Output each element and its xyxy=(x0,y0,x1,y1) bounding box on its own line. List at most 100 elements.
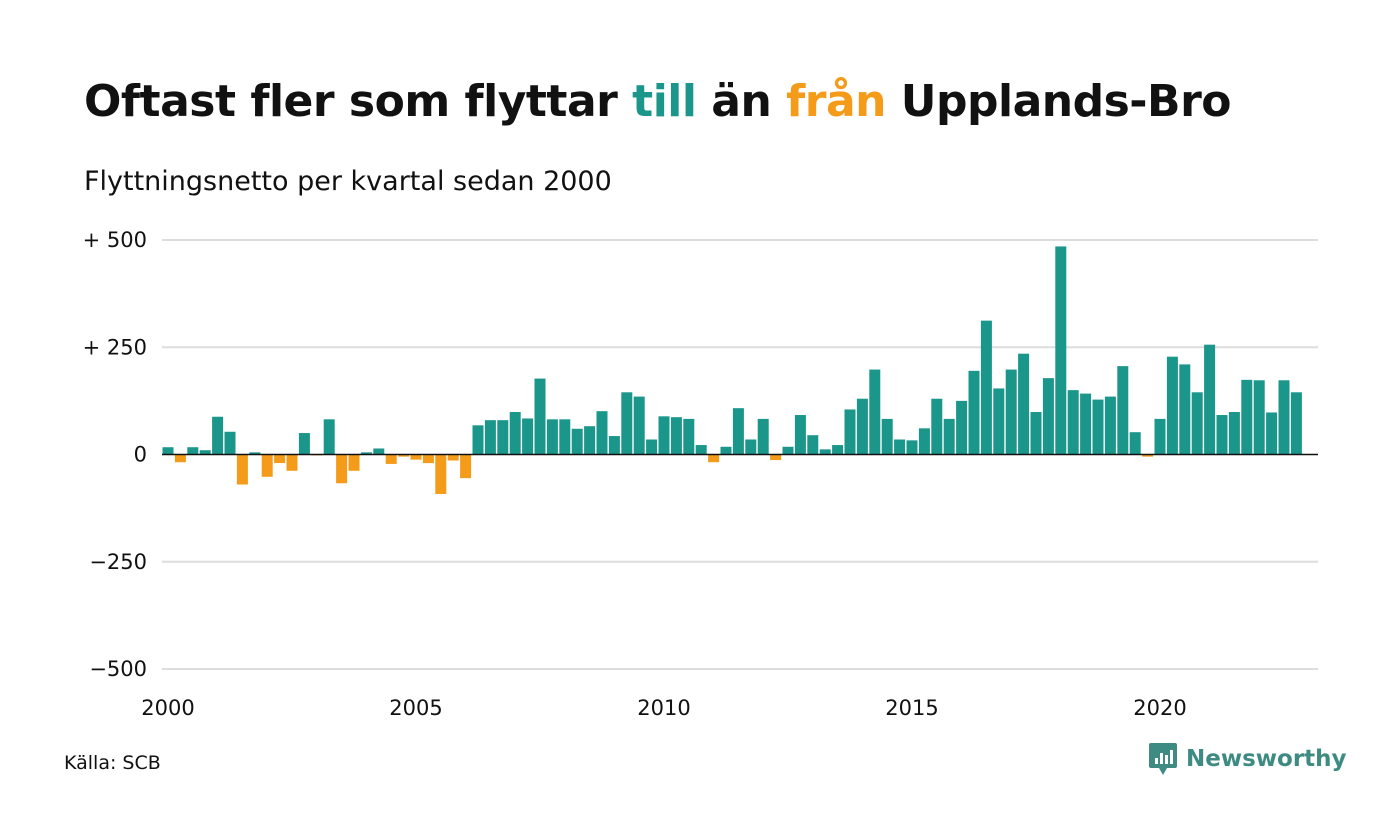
title-highlight-till: till xyxy=(632,76,697,127)
bar xyxy=(497,420,509,455)
bar xyxy=(807,435,819,455)
bar xyxy=(1253,380,1265,455)
bar xyxy=(931,398,943,455)
y-tick-label: 0 xyxy=(134,443,147,467)
bar xyxy=(1266,412,1278,455)
bar xyxy=(745,439,757,455)
bar xyxy=(187,447,199,455)
bar xyxy=(869,369,881,455)
bar xyxy=(683,418,695,455)
bar xyxy=(162,447,174,455)
bar xyxy=(1290,392,1302,455)
x-tick-label: 2000 xyxy=(141,696,194,720)
chart-subtitle: Flyttningsnetto per kvartal sedan 2000 xyxy=(84,166,612,197)
bar xyxy=(918,428,930,455)
y-tick-label: −500 xyxy=(89,657,147,681)
x-tick-label: 2020 xyxy=(1133,696,1186,720)
bar xyxy=(373,448,385,455)
x-axis-labels: 2000 2005 2010 2015 2020 xyxy=(141,696,1186,720)
bar xyxy=(819,449,831,455)
bar xyxy=(571,428,583,455)
bar xyxy=(658,416,670,455)
bar xyxy=(1228,412,1240,455)
x-tick-label: 2015 xyxy=(885,696,938,720)
x-tick-label: 2010 xyxy=(637,696,690,720)
title-text-end: Upplands-Bro xyxy=(885,76,1232,127)
bar xyxy=(856,398,868,455)
bar xyxy=(360,452,372,455)
bar xyxy=(770,454,782,461)
bar xyxy=(794,415,806,455)
bar xyxy=(584,426,596,455)
brand-name: Newsworthy xyxy=(1186,746,1347,772)
bar xyxy=(956,400,968,455)
bar xyxy=(720,446,732,455)
bar xyxy=(1204,344,1216,455)
bar xyxy=(546,419,558,455)
bar xyxy=(236,454,248,485)
bar xyxy=(881,418,893,455)
bar xyxy=(708,454,720,463)
bar xyxy=(212,416,224,455)
bar xyxy=(323,419,335,455)
y-tick-label: −250 xyxy=(89,550,147,574)
bar xyxy=(782,446,794,455)
bar xyxy=(1166,356,1178,455)
bar xyxy=(980,320,992,455)
bar xyxy=(670,417,682,455)
bar xyxy=(646,439,658,455)
bars xyxy=(162,246,1302,494)
bar xyxy=(1080,393,1092,455)
bar xyxy=(274,454,286,464)
chart-title: Oftast fler som flyttar till än från Upp… xyxy=(84,72,1232,132)
bar xyxy=(695,445,707,455)
bar xyxy=(633,396,645,455)
y-tick-label: + 250 xyxy=(83,335,147,359)
bar xyxy=(199,450,211,455)
bar xyxy=(559,419,571,455)
bar xyxy=(398,454,410,457)
bar xyxy=(1005,369,1017,455)
bar xyxy=(1018,353,1030,455)
bar xyxy=(732,408,744,455)
title-highlight-fran: från xyxy=(786,76,886,127)
bar xyxy=(522,418,534,455)
bar xyxy=(298,433,310,455)
bar xyxy=(621,392,633,455)
bar xyxy=(894,439,906,455)
bar xyxy=(1129,432,1141,455)
bar xyxy=(484,420,496,455)
bar xyxy=(1216,415,1228,455)
bar xyxy=(174,454,186,463)
newsworthy-brand[interactable]: Newsworthy xyxy=(1148,742,1347,776)
bar xyxy=(596,411,608,455)
bar xyxy=(1179,364,1191,455)
x-tick-label: 2005 xyxy=(389,696,442,720)
gridlines xyxy=(162,239,1318,670)
bar xyxy=(1092,399,1104,455)
bar xyxy=(348,454,360,471)
bar xyxy=(509,412,521,455)
bar xyxy=(261,454,273,477)
bar xyxy=(832,445,844,455)
bar xyxy=(943,418,955,455)
bar xyxy=(336,454,348,484)
bar xyxy=(1191,392,1203,455)
source-note: Källa: SCB xyxy=(64,752,161,774)
bar xyxy=(1154,418,1166,455)
bar xyxy=(472,425,484,455)
bar xyxy=(286,454,298,471)
bar xyxy=(1067,390,1079,455)
bar xyxy=(1030,412,1042,455)
bar xyxy=(993,388,1005,455)
bar xyxy=(460,454,472,479)
bar xyxy=(1104,396,1116,455)
title-text-middle: än xyxy=(696,76,787,127)
bar xyxy=(224,431,236,455)
bar xyxy=(608,436,620,455)
bar xyxy=(435,454,447,494)
y-tick-label: + 500 xyxy=(83,228,147,252)
bar xyxy=(1117,366,1129,455)
bar xyxy=(1142,454,1154,457)
